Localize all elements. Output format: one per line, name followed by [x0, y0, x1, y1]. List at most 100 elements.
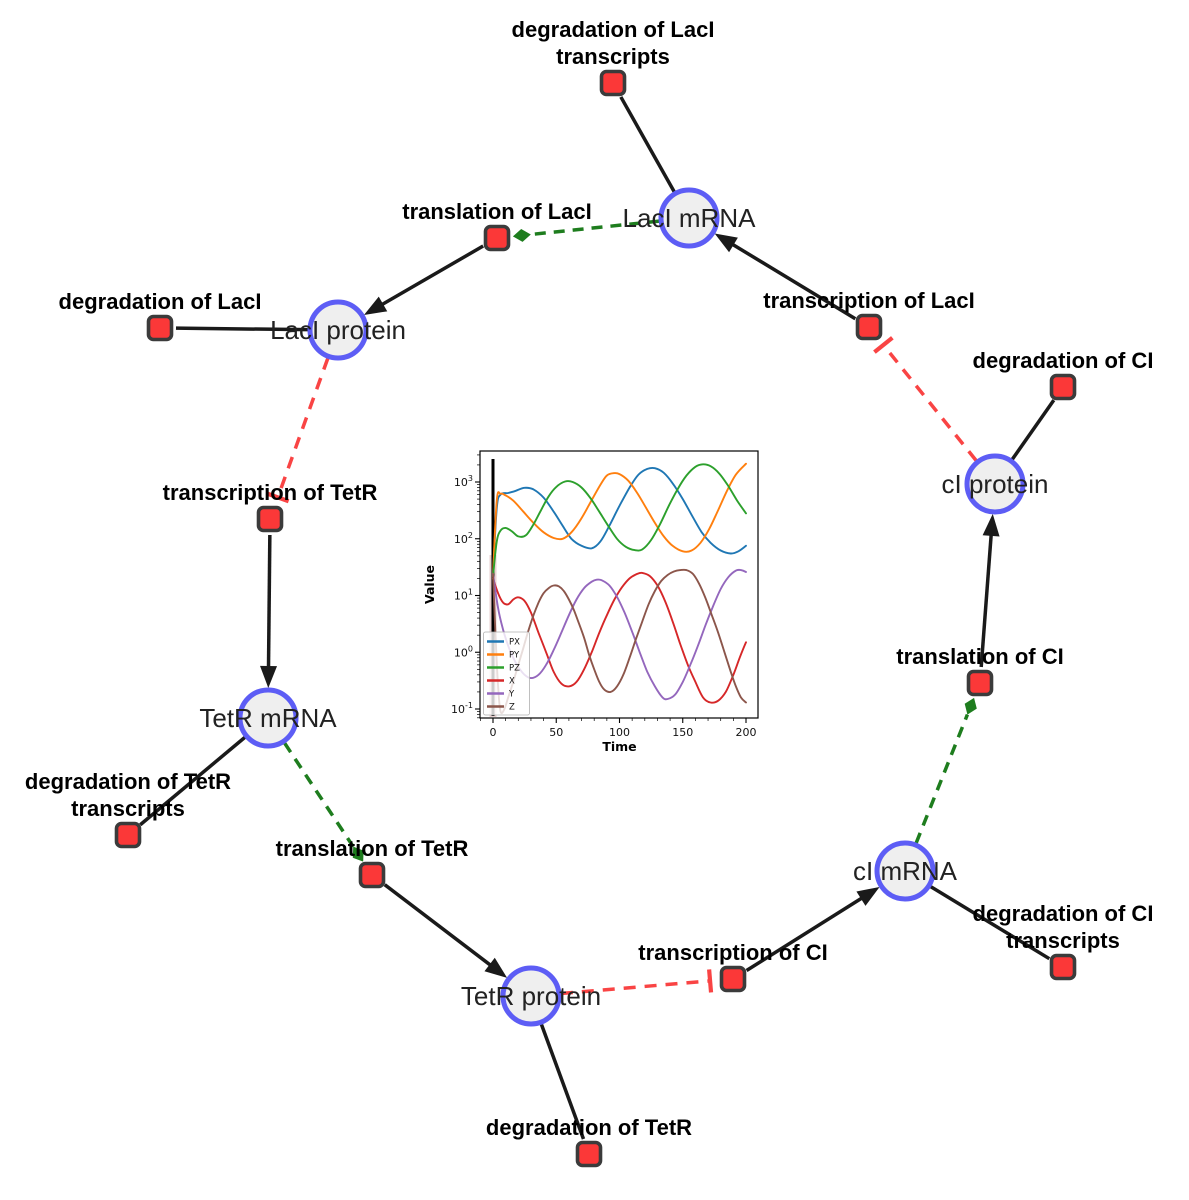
reaction-node-transl_laci[interactable]	[483, 224, 511, 252]
species-label-laci_mrna: LacI mRNA	[623, 203, 757, 233]
nodes-layer	[114, 69, 1077, 1168]
reaction-node-txn_tetr[interactable]	[256, 505, 284, 533]
edge-modifier-ci_mrna-transl_ci[interactable]	[914, 697, 977, 844]
reaction-node-txn_ci[interactable]	[719, 965, 747, 993]
edge-production-txn_laci-laci_mrna[interactable]	[714, 233, 857, 321]
reaction-node-deg_laci_tx[interactable]	[599, 69, 627, 97]
reaction-label-deg_tetr: degradation of TetR	[486, 1115, 692, 1140]
x-axis-label: Time	[602, 739, 636, 754]
legend-label-Y: Y	[508, 690, 515, 700]
reaction-label-deg_tetr_tx: degradation of TetR	[25, 769, 231, 794]
edge-consumption-laci_protein-deg_laci[interactable]	[175, 326, 309, 332]
inhibition-tbar-icon	[266, 491, 290, 504]
plot-background	[424, 436, 770, 760]
species-label-tetr_mrna: TetR mRNA	[199, 703, 337, 733]
reaction-label-transl_tetr: translation of TetR	[276, 836, 469, 861]
inhibition-tbar-icon	[707, 969, 714, 993]
x-tick-label: 200	[736, 726, 757, 739]
reaction-label-deg_ci_tx: degradation of CI	[973, 901, 1154, 926]
y-axis-label: Value	[422, 565, 437, 604]
x-tick-label: 150	[672, 726, 693, 739]
legend-label-Z: Z	[509, 703, 515, 713]
edge-consumption-tetr_protein-deg_tetr[interactable]	[539, 1023, 586, 1140]
edge-production-transl_ci-ci_protein[interactable]	[979, 513, 1000, 668]
edge-consumption-laci_mrna-deg_laci_tx[interactable]	[619, 96, 676, 193]
plot-axes: 0 50 100 150 200 10-1 100 101 102 103	[451, 454, 757, 739]
series-X	[492, 571, 747, 704]
reaction-node-deg_tetr[interactable]	[575, 1140, 603, 1168]
modifier-arrowhead-icon	[512, 228, 531, 242]
legend-label-X: X	[509, 677, 515, 687]
legend-label-PY: PY	[509, 651, 520, 661]
legend-label-PZ: PZ	[509, 664, 520, 674]
y-tick-label: 10-1	[451, 701, 473, 716]
x-tick-label: 100	[609, 726, 630, 739]
reaction-label-deg_ci_tx: transcripts	[1006, 928, 1120, 953]
reaction-label-txn_tetr: transcription of TetR	[163, 480, 378, 505]
reaction-node-deg_laci[interactable]	[146, 314, 174, 342]
legend-label-PX: PX	[509, 638, 520, 648]
y-tick-label: 102	[454, 531, 473, 546]
reaction-node-deg_tetr_tx[interactable]	[114, 821, 142, 849]
modifier-arrowhead-icon	[352, 846, 364, 862]
species-label-tetr_protein: TetR protein	[461, 981, 601, 1011]
x-tick-label: 50	[549, 726, 563, 739]
edge-inhibition-laci_protein-txn_tetr[interactable]	[266, 357, 330, 504]
reaction-node-txn_laci[interactable]	[855, 313, 883, 341]
reaction-label-txn_laci: transcription of LacI	[763, 288, 974, 313]
arrowhead-icon	[484, 957, 508, 978]
species-label-laci_protein: LacI protein	[270, 315, 406, 345]
edges-layer	[139, 96, 1056, 1140]
reaction-label-deg_tetr_tx: transcripts	[71, 796, 185, 821]
reaction-label-deg_ci: degradation of CI	[973, 348, 1154, 373]
edge-inhibition-ci_protein-txn_laci[interactable]	[873, 336, 978, 462]
edge-consumption-ci_protein-deg_ci[interactable]	[1010, 399, 1056, 461]
species-node-laci_protein[interactable]	[307, 299, 369, 361]
species-node-tetr_mrna[interactable]	[237, 687, 299, 749]
edge-production-txn_tetr-tetr_mrna[interactable]	[260, 534, 278, 689]
arrowhead-icon	[856, 886, 880, 906]
arrowhead-icon	[714, 233, 738, 253]
series-PX	[492, 466, 747, 578]
simulation-plot: 0 50 100 150 20010-1100101102103TimeValuePXP…	[422, 436, 770, 760]
edge-consumption-ci_mrna-deg_ci_tx[interactable]	[929, 885, 1051, 961]
modifier-arrowhead-icon	[964, 697, 977, 715]
y-tick-label: 100	[454, 644, 473, 659]
labels-layer: LacI mRNA LacI protein cI protein TetR mRNA…	[25, 17, 1154, 1140]
reaction-node-transl_tetr[interactable]	[358, 861, 386, 889]
series-PY	[492, 462, 747, 578]
arrowhead-icon	[982, 513, 1000, 537]
arrowhead-icon	[260, 665, 278, 689]
reaction-label-transl_laci: translation of LacI	[402, 199, 591, 224]
species-label-ci_protein: cI protein	[942, 469, 1049, 499]
reaction-node-deg_ci_tx[interactable]	[1049, 953, 1077, 981]
reaction-label-deg_laci_tx: degradation of LacI	[512, 17, 715, 42]
reaction-node-transl_ci[interactable]	[966, 669, 994, 697]
y-tick-label: 101	[454, 588, 473, 603]
reaction-label-deg_laci: degradation of LacI	[59, 289, 262, 314]
edge-modifier-tetr_mrna-transl_tetr[interactable]	[283, 742, 364, 862]
species-label-ci_mrna: cI mRNA	[853, 856, 958, 886]
species-node-laci_mrna[interactable]	[658, 187, 720, 249]
edge-production-transl_tetr-tetr_protein[interactable]	[383, 883, 508, 978]
series-PZ	[492, 463, 747, 578]
edge-production-txn_ci-ci_mrna[interactable]	[745, 886, 880, 972]
edge-consumption-tetr_mrna-deg_tetr_tx[interactable]	[139, 735, 247, 827]
y-tick-label: 103	[454, 474, 473, 489]
species-node-ci_protein[interactable]	[964, 453, 1026, 515]
edge-production-transl_laci-laci_protein[interactable]	[363, 244, 485, 315]
species-node-ci_mrna[interactable]	[874, 840, 936, 902]
plot-legend: PX PY PZ XYZ	[483, 631, 530, 716]
reaction-node-deg_ci[interactable]	[1049, 373, 1077, 401]
reaction-label-deg_laci_tx: transcripts	[556, 44, 670, 69]
reaction-label-transl_ci: translation of CI	[896, 644, 1063, 669]
x-tick-label: 0	[490, 726, 497, 739]
inhibition-tbar-icon	[873, 336, 894, 354]
reaction-label-txn_ci: transcription of CI	[638, 940, 827, 965]
edge-inhibition-tetr_protein-txn_ci[interactable]	[560, 969, 714, 996]
edge-modifier-laci_mrna-transl_laci[interactable]	[512, 219, 660, 242]
species-node-tetr_protein[interactable]	[500, 965, 562, 1027]
arrowhead-icon	[363, 296, 388, 315]
